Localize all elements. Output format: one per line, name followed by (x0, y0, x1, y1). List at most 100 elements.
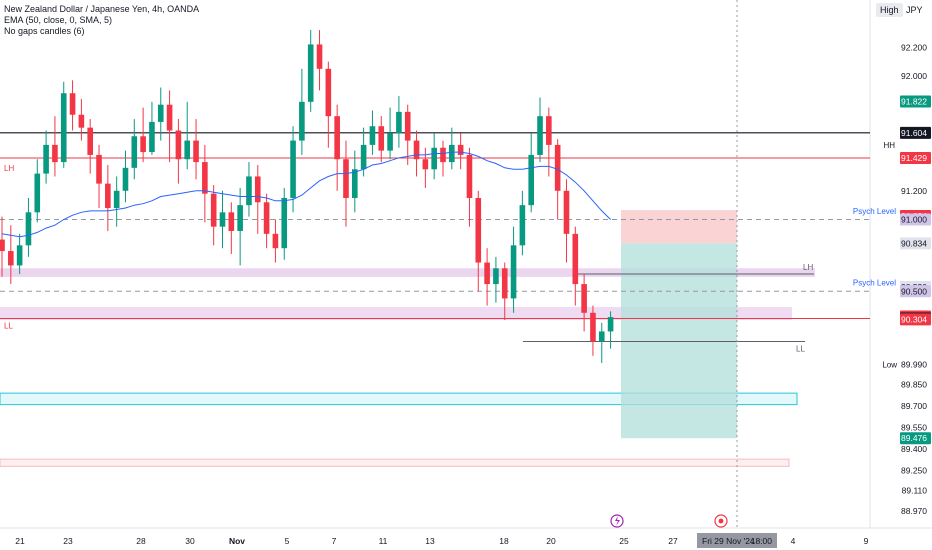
x-tick-label: 13 (425, 536, 435, 546)
candle (69, 93, 76, 115)
short-position-tool[interactable] (621, 210, 737, 439)
no-gaps-indicator-label[interactable]: No gaps candles (6) (4, 26, 85, 36)
currency-button[interactable]: JPY (906, 5, 923, 15)
event-icons[interactable] (610, 514, 728, 528)
annotations-layer: LH LL Psych Level Psych Level LH LL HH Low (4, 141, 897, 370)
candle (131, 136, 138, 168)
price-axis[interactable]: 92.200 92.000 91.200 91.000 90.834 90.500 90.3… (899, 42, 932, 516)
candle (140, 136, 146, 153)
candle (572, 233, 579, 285)
price-badge (900, 313, 931, 326)
x-tick-label: 20 (546, 536, 556, 546)
annotation-label[interactable]: LL (4, 322, 13, 331)
annotation-label[interactable]: LH (803, 263, 813, 272)
candle (343, 159, 349, 198)
candle (352, 169, 358, 198)
y-tick-label: 91.200 (901, 186, 927, 196)
y-tick-label: 88.970 (901, 506, 927, 516)
supply-zone[interactable] (0, 268, 815, 277)
x-tick-label: 25 (619, 536, 629, 546)
candle (246, 176, 252, 206)
target-zone[interactable] (0, 392, 798, 406)
candle (563, 190, 570, 234)
y-tick-label: 89.110 (902, 486, 928, 496)
candle (299, 101, 305, 141)
candle (554, 144, 561, 191)
low-label: Low (882, 360, 897, 369)
x-tick-label: 4 (791, 536, 796, 546)
y-tick-label: 89.550 (901, 423, 927, 433)
x-tick-label: 27 (668, 536, 678, 546)
candle (25, 212, 32, 246)
price-badge-label: 90.304 (901, 314, 927, 324)
candle (440, 147, 446, 163)
annotation-label[interactable]: LL (796, 345, 805, 354)
candle (404, 111, 411, 141)
candles-layer (0, 30, 614, 363)
flash-event-icon-bolt (615, 516, 620, 526)
candle (263, 202, 270, 234)
candle (202, 162, 208, 194)
y-tick-label: 89.250 (901, 466, 927, 476)
time-axis[interactable]: 21 23 28 30 Nov 5 7 11 13 18 20 25 27 4 9 Fri 29 Nov '2… (15, 533, 869, 548)
x-tick-label: 9 (864, 536, 869, 546)
x-tick-label: 11 (379, 536, 388, 546)
instrument-title[interactable]: New Zealand Dollar / Japanese Yen, 4h, O… (4, 4, 200, 14)
candle (466, 154, 473, 198)
y-tick-label: 89.850 (901, 380, 927, 390)
lower-zone[interactable] (0, 458, 790, 467)
price-badge-label: 89.990 (901, 359, 927, 369)
candle (281, 197, 288, 249)
price-badge-label: 89.476 (901, 433, 927, 443)
candle (590, 312, 596, 342)
crosshair-time-label: 18:00 (751, 536, 773, 546)
candle (396, 111, 402, 134)
candle (175, 130, 182, 160)
candle (87, 127, 93, 155)
chart-legend: New Zealand Dollar / Japanese Yen, 4h, O… (4, 4, 199, 37)
annotation-label[interactable]: LH (4, 164, 14, 173)
candle (378, 126, 385, 151)
candle (228, 212, 235, 231)
candle (519, 205, 526, 246)
candle (387, 133, 393, 151)
x-tick-label: 21 (15, 536, 25, 546)
price-badge-label: 91.000 (901, 215, 927, 225)
candle (475, 197, 482, 263)
candle (254, 176, 261, 203)
crosshair-date-label: Fri 29 Nov '24 (702, 536, 755, 546)
candle (16, 245, 23, 266)
price-badge (900, 237, 931, 250)
x-tick-label: 28 (136, 536, 146, 546)
high-scale-button[interactable]: High (876, 3, 903, 17)
candle (422, 159, 429, 170)
candle (546, 116, 552, 145)
candle (413, 140, 420, 160)
price-badge-label: 91.429 (901, 153, 927, 163)
take-profit-zone[interactable] (621, 243, 737, 439)
candle (60, 93, 67, 163)
candle (484, 262, 490, 285)
candle (290, 140, 296, 198)
candle (78, 114, 85, 128)
annotation-label[interactable]: Psych Level (853, 207, 896, 216)
candle (43, 144, 49, 174)
crosshair-time-badge (697, 533, 777, 548)
candle (166, 104, 173, 131)
x-tick-label: 23 (63, 536, 73, 546)
candle (360, 144, 367, 170)
candle (493, 268, 499, 285)
candle (149, 121, 155, 153)
ema-indicator-label[interactable]: EMA (50, close, 0, SMA, 5) (4, 15, 113, 25)
stop-loss-zone[interactable] (621, 210, 737, 244)
price-badge (900, 95, 931, 108)
candle (334, 116, 340, 160)
candle (581, 284, 587, 313)
price-badge-label: 91.822 (901, 97, 927, 107)
economic-event-icon-dot (718, 518, 724, 524)
candle (184, 140, 191, 160)
annotation-label[interactable]: Psych Level (853, 279, 896, 288)
y-tick-label: 89.700 (901, 401, 927, 411)
candle (105, 183, 111, 209)
